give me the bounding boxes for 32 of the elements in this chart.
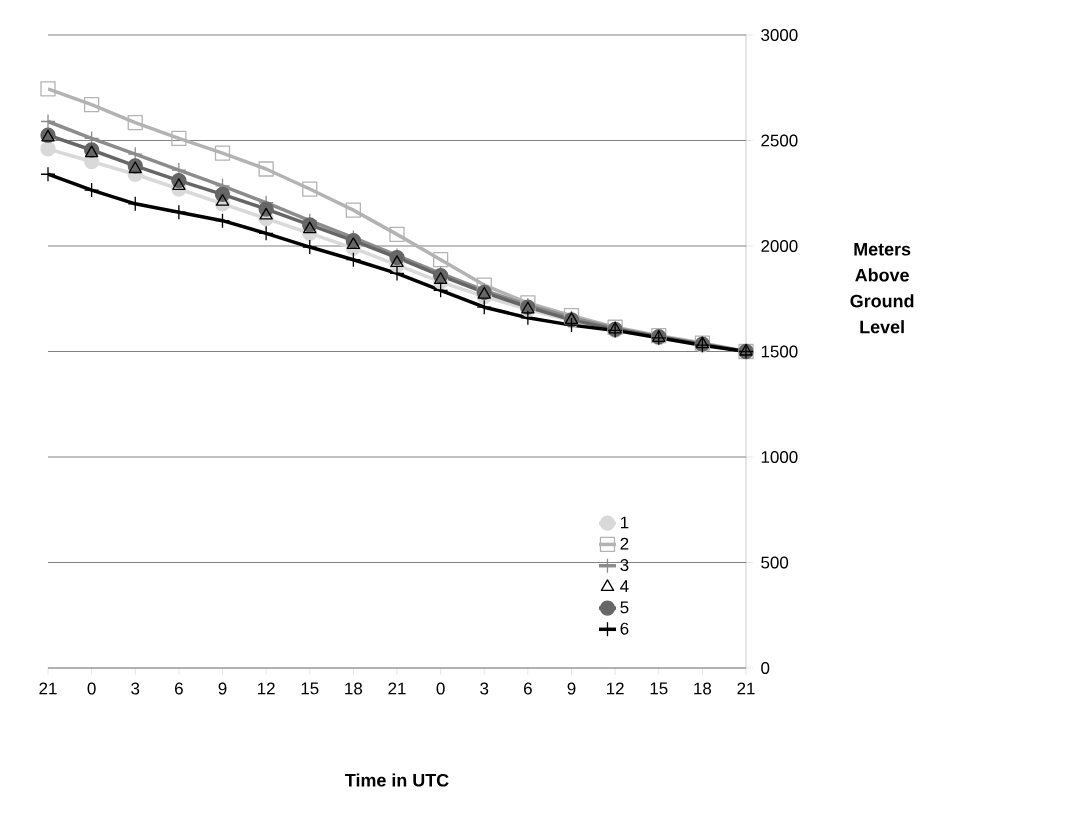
- y-tick-label: 0: [761, 662, 770, 674]
- x-tick-label: 3: [480, 682, 489, 695]
- x-tick-label: 9: [567, 682, 576, 695]
- x-axis-title: Time in UTC: [345, 773, 449, 787]
- y-tick-label: 2500: [761, 134, 798, 147]
- x-tick-label: 21: [737, 682, 755, 695]
- legend-label: 2: [620, 537, 629, 550]
- x-tick-label: 9: [218, 682, 227, 695]
- legend-label: 1: [621, 516, 629, 529]
- y-tick-label: 2000: [761, 240, 798, 252]
- y-tick-label: 500: [761, 556, 789, 569]
- x-tick-label: 12: [258, 682, 275, 695]
- x-tick-label: 15: [301, 682, 319, 695]
- x-tick-label: 15: [650, 682, 668, 695]
- legend-label: 6: [620, 622, 629, 635]
- x-tick-label: 3: [131, 682, 140, 695]
- legend-label: 4: [620, 580, 629, 593]
- x-tick-label: 0: [436, 682, 445, 695]
- legend-label: 3: [620, 559, 629, 572]
- y-tick-label: 1500: [761, 345, 798, 358]
- x-tick-label: 12: [607, 682, 624, 695]
- legend-label: 5: [620, 601, 629, 614]
- x-tick-label: 6: [175, 682, 183, 695]
- y-tick-label: 1000: [761, 451, 798, 463]
- x-tick-label: 18: [694, 682, 712, 695]
- x-tick-label: 6: [524, 682, 532, 695]
- x-tick-label: 21: [388, 682, 406, 695]
- x-tick-label: 18: [345, 682, 363, 695]
- x-tick-label: 0: [87, 682, 96, 695]
- y-axis-title: Meters Above Ground Level: [850, 243, 914, 334]
- y-tick-label: 3000: [761, 29, 798, 41]
- x-tick-label: 21: [39, 682, 57, 695]
